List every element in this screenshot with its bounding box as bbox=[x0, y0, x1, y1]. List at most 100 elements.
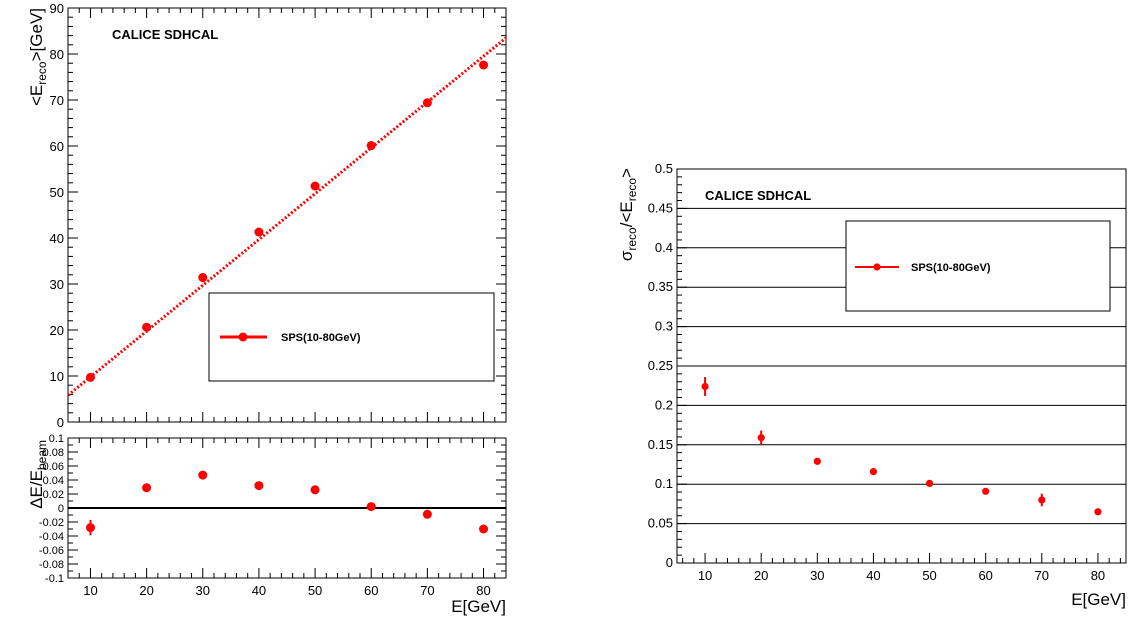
x-tick-label: 60 bbox=[364, 583, 378, 598]
x-tick-label: 20 bbox=[754, 568, 768, 583]
data-point bbox=[757, 434, 765, 442]
data-point bbox=[422, 509, 432, 519]
y-tick-label: 20 bbox=[50, 323, 64, 338]
y-axis-title: ΔE/Ebeam bbox=[27, 440, 49, 509]
y-tick-label: 80 bbox=[50, 47, 64, 62]
data-point bbox=[85, 523, 95, 533]
axis-title-subscript: reco bbox=[35, 61, 49, 85]
y-tick-label: 0.2 bbox=[655, 397, 673, 412]
data-point bbox=[198, 273, 208, 283]
data-point bbox=[982, 487, 990, 495]
data-point bbox=[813, 457, 821, 465]
data-point bbox=[701, 382, 709, 391]
x-tick-label: 50 bbox=[308, 583, 322, 598]
x-tick-label: 10 bbox=[698, 568, 712, 583]
plot-frame bbox=[676, 168, 1127, 564]
data-point bbox=[1038, 496, 1046, 504]
data-point bbox=[925, 479, 934, 488]
y-tick-label: 60 bbox=[50, 139, 64, 154]
axis-title-part: σ bbox=[617, 250, 636, 261]
x-tick-label: 20 bbox=[139, 583, 153, 598]
chart-resolution: 0 0.05 0.1 0.15 0.2 0.25 0.3 0.35 0.4 0.45 0.5 10 20… bbox=[617, 161, 1127, 609]
axis-title-part: /<E bbox=[617, 201, 636, 227]
x-tick-label: 70 bbox=[1035, 568, 1049, 583]
data-point bbox=[1094, 508, 1102, 516]
x-tick-label: 10 bbox=[83, 583, 97, 598]
y-tick-label: 0.35 bbox=[648, 279, 673, 294]
y-tick-label: 0.4 bbox=[655, 240, 673, 255]
axis-title-part: >[GeV] bbox=[27, 8, 46, 61]
x-tick-label: 50 bbox=[922, 568, 936, 583]
y-tick-label: 0.1 bbox=[49, 433, 64, 445]
y-tick-label: -0.02 bbox=[39, 517, 64, 529]
data-point bbox=[142, 483, 152, 493]
data-point bbox=[310, 181, 320, 191]
legend-marker bbox=[238, 332, 248, 342]
y-tick-label: 70 bbox=[50, 93, 64, 108]
x-axis-title: E[GeV] bbox=[1071, 590, 1126, 609]
y-tick-label: 0 bbox=[58, 503, 64, 515]
y-tick-label: 50 bbox=[50, 185, 64, 200]
y-tick-label: 0.06 bbox=[43, 461, 64, 473]
y-tick-label: 0.04 bbox=[43, 475, 64, 487]
y-tick-label: 40 bbox=[50, 231, 64, 246]
experiment-label: CALICE SDHCAL bbox=[112, 27, 218, 42]
y-tick-label: 0.45 bbox=[648, 200, 673, 215]
y-tick-label: 0.02 bbox=[43, 489, 64, 501]
y-tick-label: -0.06 bbox=[39, 545, 64, 557]
y-tick-label: 0.25 bbox=[648, 358, 673, 373]
y-tick-label: -0.04 bbox=[39, 531, 64, 543]
data-point bbox=[254, 227, 264, 237]
axis-title-subscript: reco bbox=[625, 227, 639, 251]
x-tick-label: 60 bbox=[978, 568, 992, 583]
data-point bbox=[254, 481, 264, 491]
x-tick-label: 80 bbox=[1091, 568, 1105, 583]
x-tick-label: 30 bbox=[196, 583, 210, 598]
data-point bbox=[479, 524, 489, 534]
x-tick-label: 30 bbox=[810, 568, 824, 583]
x-tick-label: 70 bbox=[420, 583, 434, 598]
y-tick-label: 30 bbox=[50, 277, 64, 292]
legend-label: SPS(10-80GeV) bbox=[911, 262, 991, 274]
experiment-label: CALICE SDHCAL bbox=[705, 188, 811, 203]
axis-title-part: ΔE/E bbox=[27, 470, 46, 509]
y-tick-label: 0.3 bbox=[655, 319, 673, 334]
y-axis-title: <Ereco>[GeV] bbox=[27, 8, 49, 106]
y-tick-label: 0.15 bbox=[648, 437, 673, 452]
y-tick-label: 0.1 bbox=[655, 476, 673, 491]
y-tick-label: 0.08 bbox=[43, 447, 64, 459]
plot-frame bbox=[67, 7, 507, 423]
legend-label: SPS(10-80GeV) bbox=[281, 332, 361, 344]
x-axis-title: E[GeV] bbox=[451, 597, 506, 616]
chart-residuals: -0.1 -0.08 -0.06 -0.04 -0.02 0 0.02 0.04 0.06 0.0… bbox=[27, 433, 507, 616]
data-point bbox=[479, 60, 489, 70]
axis-title-part: > bbox=[617, 168, 636, 178]
data-point bbox=[198, 470, 208, 480]
data-point bbox=[366, 502, 376, 512]
y-tick-label: 0 bbox=[666, 555, 673, 570]
data-point bbox=[422, 98, 432, 108]
chart-linearity: 0 10 20 30 40 50 60 70 80 90 CALICE SDHCAL SPS(10-8… bbox=[27, 1, 507, 430]
x-tick-label: 40 bbox=[252, 583, 266, 598]
y-tick-label: 90 bbox=[50, 1, 64, 16]
legend-marker bbox=[873, 263, 881, 271]
y-tick-label: 0 bbox=[57, 415, 64, 430]
data-point bbox=[869, 467, 878, 476]
data-point bbox=[366, 141, 376, 151]
y-tick-label: 0.05 bbox=[648, 516, 673, 531]
x-tick-label: 40 bbox=[866, 568, 880, 583]
data-point bbox=[85, 372, 95, 382]
y-tick-label: 0.5 bbox=[655, 161, 673, 176]
axis-title-subscript: beam bbox=[35, 440, 49, 470]
x-tick-label: 80 bbox=[476, 583, 490, 598]
axis-title-part: <E bbox=[27, 85, 46, 106]
y-axis-title: σreco/<Ereco> bbox=[617, 168, 639, 261]
legend-box bbox=[208, 292, 495, 382]
axis-title-subscript: reco bbox=[625, 178, 639, 202]
y-tick-label: -0.1 bbox=[45, 573, 64, 585]
y-tick-label: -0.08 bbox=[39, 559, 64, 571]
data-point bbox=[310, 485, 320, 495]
y-tick-label: 10 bbox=[50, 369, 64, 384]
data-point bbox=[142, 322, 152, 332]
